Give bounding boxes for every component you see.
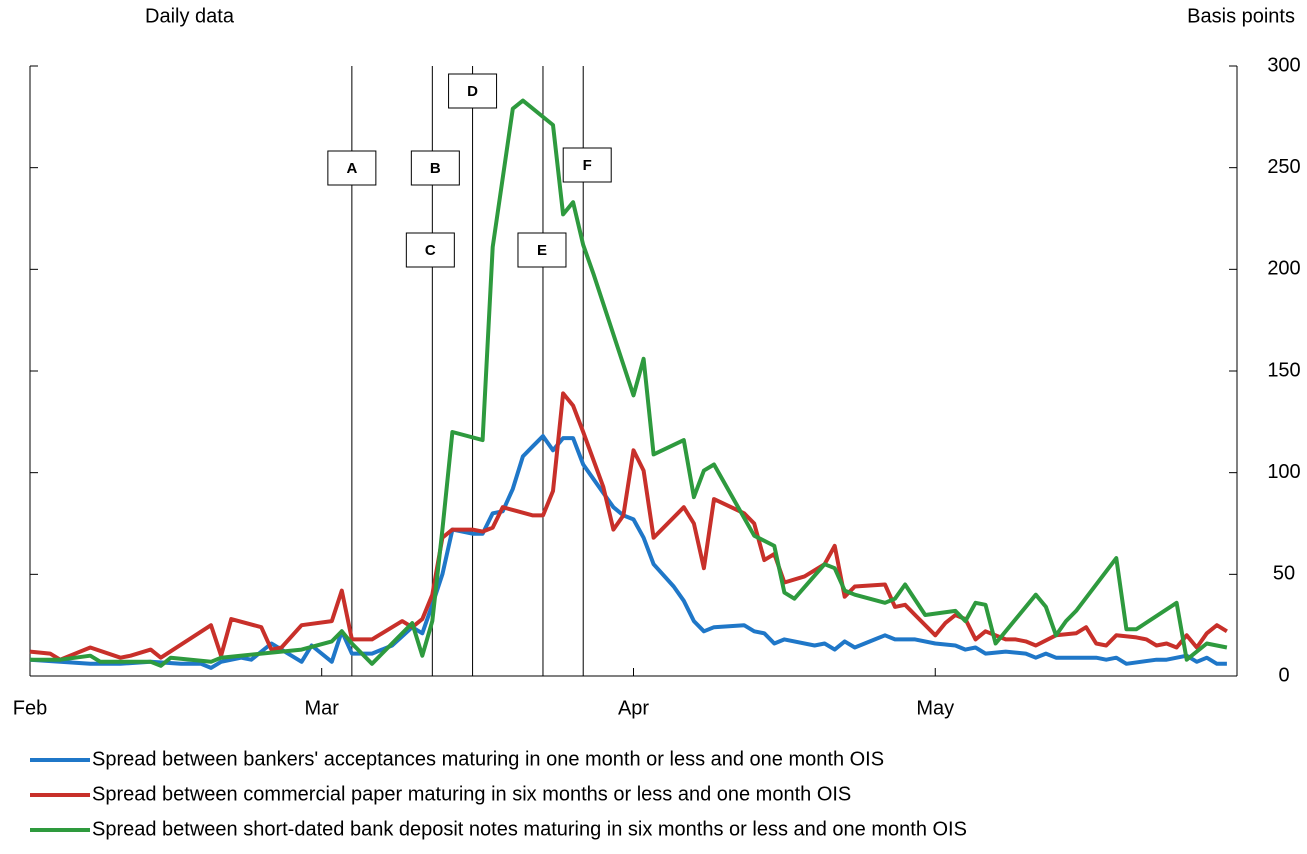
subtitle: Daily data [145, 5, 235, 27]
y-tick-label: 300 [1267, 54, 1300, 76]
x-tick-label: May [916, 697, 954, 719]
y-tick-label: 250 [1267, 156, 1300, 178]
annotation-box [517, 232, 567, 268]
annotation-box [562, 147, 612, 183]
line-series [30, 98, 1228, 668]
y-tick-label: 50 [1273, 563, 1295, 585]
annotation-box [448, 73, 498, 109]
x-tick-label: Mar [304, 697, 339, 719]
annotation: F [562, 147, 612, 183]
y-tick-label: 200 [1267, 258, 1300, 280]
y-tick-label: 0 [1278, 664, 1289, 686]
legend-label: Spread between short-dated bank deposit … [92, 818, 967, 840]
annotation: E [517, 232, 567, 268]
annotation-label: A [346, 160, 357, 177]
legend-label: Spread between commercial paper maturing… [92, 783, 851, 805]
annotation-label: C [425, 242, 436, 259]
annotation: D [448, 73, 498, 109]
annotation-label: E [537, 242, 547, 259]
annotation: C [405, 232, 455, 268]
annotation-label: F [583, 157, 592, 174]
line-series [29, 391, 1228, 662]
y-tick-label: 100 [1267, 461, 1300, 483]
x-tick-label: Feb [13, 697, 47, 719]
x-tick-label: Apr [618, 697, 649, 719]
annotation-label: D [467, 83, 478, 100]
annotation-box [405, 232, 455, 268]
annotation: B [410, 150, 460, 186]
annotation: A [327, 150, 377, 186]
y-tick-label: 150 [1267, 359, 1300, 381]
legend-label: Spread between bankers' acceptances matu… [92, 748, 884, 770]
annotation-label: B [430, 160, 441, 177]
annotation-box [327, 150, 377, 186]
annotation-box [410, 150, 460, 186]
y-axis-label: Basis points [1187, 5, 1295, 27]
